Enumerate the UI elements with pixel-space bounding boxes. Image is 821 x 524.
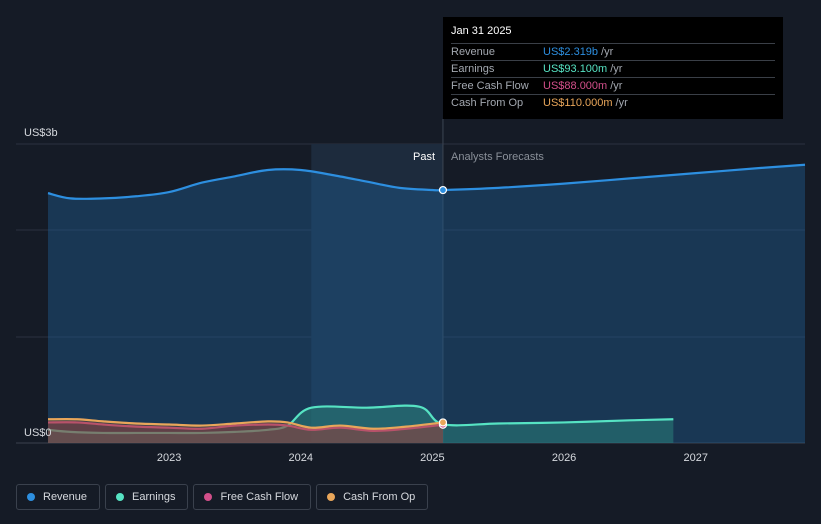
analysts-forecasts-label: Analysts Forecasts: [451, 151, 544, 163]
tooltip: Jan 31 2025 Revenue US$2.319b /yr Earnin…: [443, 17, 783, 119]
x-tick-label: 2027: [683, 452, 707, 464]
x-axis-ticks: 2023 2024 2025 2026 2027: [157, 452, 708, 464]
tooltip-unit: /yr: [610, 63, 623, 75]
revenue-line: [47, 163, 806, 200]
tooltip-unit: /yr: [601, 46, 614, 58]
legend-label: Revenue: [43, 491, 88, 503]
revenue-area: [48, 164, 805, 443]
chart: US$3b US$0 Past Analysts Forecasts 2023 2…: [16, 119, 806, 464]
tooltip-value: US$88.000m: [543, 80, 608, 92]
tooltip-value: US$110.000m: [543, 97, 613, 109]
legend-label: Free Cash Flow: [220, 491, 299, 503]
free-cash-flow-line: [47, 421, 444, 432]
tooltip-label: Cash From Op: [451, 97, 524, 109]
series-layer: [47, 163, 806, 443]
cash-from-op-dot-icon: [327, 493, 336, 501]
tooltip-date: Jan 31 2025: [451, 25, 512, 37]
chart-shading: [311, 119, 444, 443]
tooltip-label: Free Cash Flow: [451, 80, 529, 92]
tooltip-row-earnings: Earnings US$93.100m /yr: [451, 60, 775, 77]
y-axis-bottom-label: US$0: [24, 427, 52, 439]
x-tick-label: 2026: [552, 452, 576, 464]
tooltip-row-cash-from-op: Cash From Op US$110.000m /yr: [451, 94, 775, 111]
x-tick-label: 2023: [157, 452, 181, 464]
past-label: Past: [413, 151, 435, 163]
cash-from-op-marker: [438, 418, 448, 427]
y-axis-top-label: US$3b: [24, 127, 58, 139]
tooltip-label: Revenue: [451, 46, 496, 58]
highlight-band: [311, 144, 443, 443]
tooltip-value: US$2.319b: [543, 46, 599, 58]
tooltip-unit: /yr: [610, 80, 623, 92]
tooltip-unit: /yr: [615, 97, 628, 109]
tooltip-label: Earnings: [451, 63, 495, 75]
legend-item-cash-from-op[interactable]: Cash From Op: [316, 484, 429, 510]
cash-from-op-area: [48, 419, 443, 443]
tooltip-row-free-cash-flow: Free Cash Flow US$88.000m /yr: [451, 77, 775, 94]
earnings-dot-icon: [116, 493, 125, 501]
free-cash-flow-dot-icon: [204, 493, 213, 501]
x-tick-label: 2025: [420, 452, 444, 464]
legend-item-free-cash-flow[interactable]: Free Cash Flow: [193, 484, 312, 510]
tooltip-value: US$93.100m: [543, 63, 608, 75]
legend: Revenue Earnings Free Cash Flow Cash Fro…: [16, 484, 429, 510]
tooltip-row-revenue: Revenue US$2.319b /yr: [451, 43, 775, 60]
marker-layer: [438, 185, 448, 429]
legend-item-earnings[interactable]: Earnings: [105, 484, 189, 510]
legend-label: Cash From Op: [343, 491, 416, 503]
legend-item-revenue[interactable]: Revenue: [16, 484, 101, 510]
cash-from-op-line: [47, 418, 444, 430]
revenue-marker: [438, 185, 448, 195]
legend-label: Earnings: [132, 491, 176, 503]
x-tick-label: 2024: [289, 452, 313, 464]
revenue-dot-icon: [27, 493, 35, 501]
